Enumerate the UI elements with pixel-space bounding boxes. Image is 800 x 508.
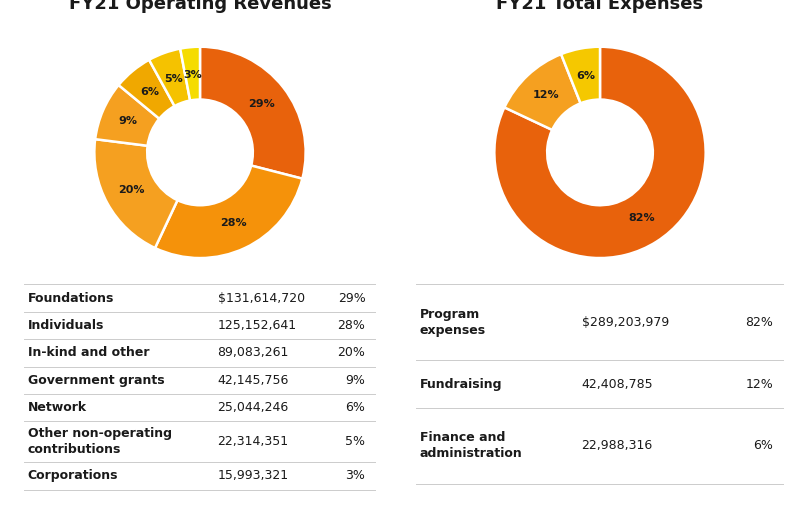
Text: Other non-operating
contributions: Other non-operating contributions: [27, 427, 171, 456]
Wedge shape: [180, 47, 200, 101]
Text: $289,203,979: $289,203,979: [582, 316, 669, 329]
Wedge shape: [149, 49, 190, 106]
Text: 42,408,785: 42,408,785: [582, 377, 654, 391]
Wedge shape: [494, 47, 706, 258]
Text: Finance and
administration: Finance and administration: [420, 431, 522, 460]
Text: 22,988,316: 22,988,316: [582, 439, 653, 452]
Text: 82%: 82%: [745, 316, 773, 329]
Text: Network: Network: [27, 401, 86, 414]
Text: 89,083,261: 89,083,261: [218, 346, 289, 359]
Text: $131,614,720: $131,614,720: [218, 292, 305, 305]
Text: 5%: 5%: [164, 74, 183, 84]
Text: 12%: 12%: [746, 377, 773, 391]
Text: Corporations: Corporations: [27, 469, 118, 483]
Text: Foundations: Foundations: [27, 292, 114, 305]
Text: 20%: 20%: [338, 346, 366, 359]
Text: Individuals: Individuals: [27, 319, 104, 332]
Text: Fundraising: Fundraising: [420, 377, 502, 391]
Title: FY21 Operating Revenues: FY21 Operating Revenues: [69, 0, 331, 13]
Text: 29%: 29%: [249, 100, 275, 110]
Text: 28%: 28%: [338, 319, 366, 332]
Text: Government grants: Government grants: [27, 374, 164, 387]
Text: 12%: 12%: [533, 90, 560, 101]
Text: 20%: 20%: [118, 185, 145, 195]
Text: 15,993,321: 15,993,321: [218, 469, 289, 483]
Text: 82%: 82%: [629, 213, 655, 224]
Title: FY21 Total Expenses: FY21 Total Expenses: [497, 0, 703, 13]
Wedge shape: [155, 166, 302, 258]
Text: 25,044,246: 25,044,246: [218, 401, 289, 414]
Text: 9%: 9%: [118, 116, 138, 126]
Text: 6%: 6%: [141, 87, 160, 97]
Text: 6%: 6%: [753, 439, 773, 452]
Wedge shape: [200, 47, 306, 179]
Text: 6%: 6%: [576, 71, 595, 81]
Text: 28%: 28%: [220, 218, 246, 228]
Text: 9%: 9%: [346, 374, 366, 387]
Text: 22,314,351: 22,314,351: [218, 435, 289, 448]
Text: 125,152,641: 125,152,641: [218, 319, 297, 332]
Text: 3%: 3%: [183, 70, 202, 80]
Text: 29%: 29%: [338, 292, 366, 305]
Wedge shape: [561, 47, 600, 103]
Text: 3%: 3%: [346, 469, 366, 483]
Text: Program
expenses: Program expenses: [420, 308, 486, 337]
Text: In-kind and other: In-kind and other: [27, 346, 149, 359]
Text: 42,145,756: 42,145,756: [218, 374, 289, 387]
Text: 5%: 5%: [346, 435, 366, 448]
Wedge shape: [118, 60, 174, 119]
Wedge shape: [504, 54, 581, 130]
Wedge shape: [95, 85, 159, 146]
Wedge shape: [94, 139, 178, 248]
Text: 6%: 6%: [346, 401, 366, 414]
